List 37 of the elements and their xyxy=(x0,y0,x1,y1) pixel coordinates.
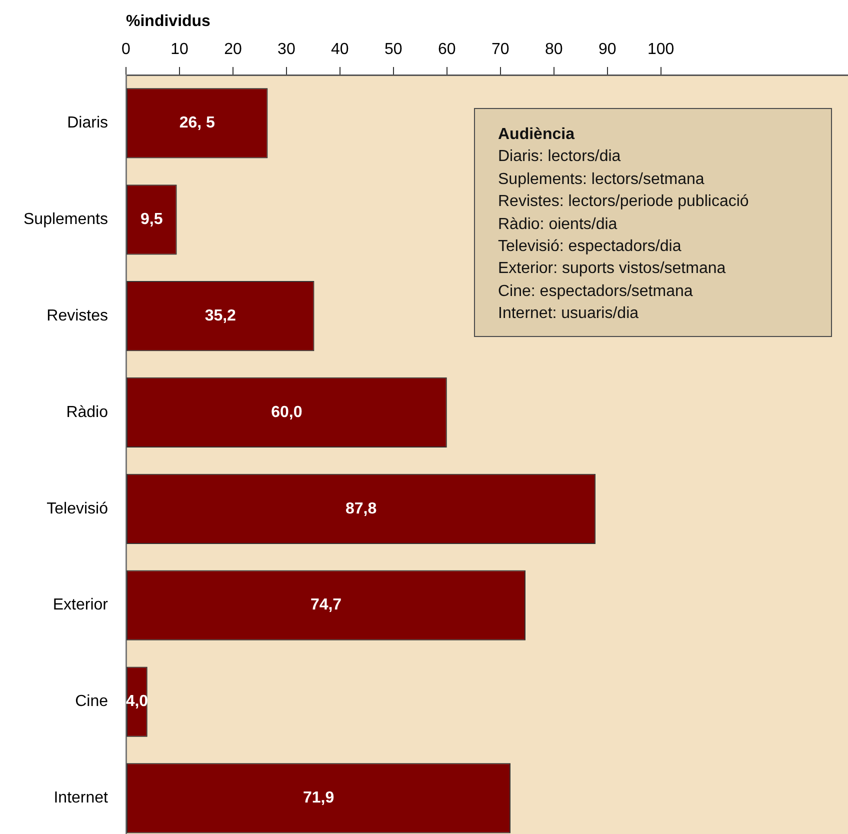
data-label: 26, 5 xyxy=(179,114,216,132)
y-tick-label: Internet xyxy=(54,790,109,807)
x-tick-label: 20 xyxy=(224,40,242,58)
y-tick-label: Televisió xyxy=(46,500,108,518)
annotation: Internet: usuaris/dia xyxy=(498,304,640,324)
x-tick-label: 80 xyxy=(544,40,563,58)
x-tick-label: 50 xyxy=(384,40,402,58)
annotation: Ràdio: oients/dia xyxy=(498,214,618,235)
annotation: Audiència xyxy=(498,125,576,145)
data-label: 74,7 xyxy=(310,596,342,614)
annotation: Diaris: lectors/dia xyxy=(498,147,622,168)
y-tick-label: Ràdio xyxy=(66,404,108,421)
y-tick-label: Diaris xyxy=(67,114,108,132)
data-label: 87,8 xyxy=(345,500,377,518)
x-tick-label: 70 xyxy=(491,40,510,58)
data-label: 9,5 xyxy=(140,211,163,228)
x-tick-label: 10 xyxy=(170,40,188,58)
x-tick-label: 0 xyxy=(122,40,131,58)
x-tick-label: 30 xyxy=(278,40,296,58)
data-label: 35,2 xyxy=(204,307,236,324)
y-tick-label: Suplements xyxy=(24,211,108,228)
data-label: 71,9 xyxy=(302,790,334,807)
annotation: Revistes: lectors/periode publicació xyxy=(498,192,749,212)
x-tick-label: 100 xyxy=(647,40,674,58)
x-tick-label: 60 xyxy=(438,40,456,58)
x-axis-title: %individus xyxy=(126,13,211,30)
x-tick-label: 90 xyxy=(598,40,616,58)
x-tick-label: 40 xyxy=(331,40,349,58)
annotation: Suplements: lectors/setmana xyxy=(498,170,706,190)
annotation: Exterior: suports vistos/setmana xyxy=(498,259,727,280)
y-tick-label: Cine xyxy=(75,693,108,710)
annotation: Cine: espectadors/setmana xyxy=(498,282,694,302)
y-tick-label: Exterior xyxy=(52,596,109,614)
data-label: 60,0 xyxy=(271,404,302,421)
annotation: Televisió: espectadors/dia xyxy=(498,237,682,258)
y-tick-label: Revistes xyxy=(46,307,108,324)
data-label: 4,0 xyxy=(126,693,148,710)
